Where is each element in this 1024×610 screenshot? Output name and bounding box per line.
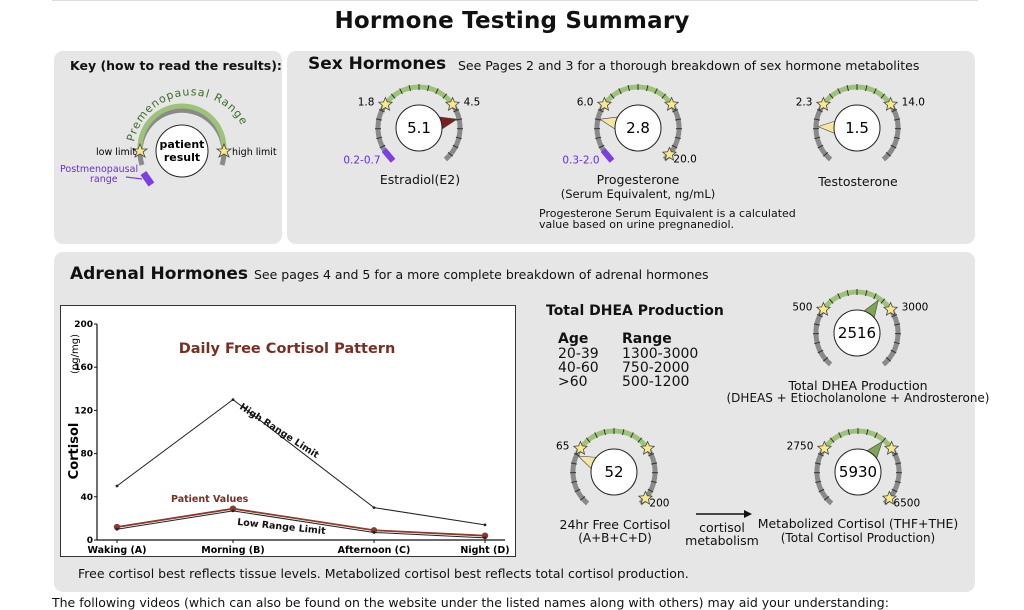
gauge-postmeno-label: 0.3-2.0	[562, 154, 599, 166]
progesterone-note-2: value based on urine pregnanediol.	[539, 219, 734, 230]
sex-hormones-title: Sex Hormones	[308, 54, 446, 74]
chart-series-line	[117, 400, 485, 525]
metabolized-cortisol-label: Metabolized Cortisol (THF+THE)	[748, 516, 968, 531]
gauge-high-label: 4.5	[464, 96, 481, 108]
key-postmeno-line2: range	[90, 174, 118, 185]
gauge-postmeno-bar	[382, 148, 396, 163]
free-cortisol-sub: (A+B+C+D)	[545, 531, 685, 545]
chart-y-tick-label: 80	[80, 450, 93, 460]
gauge-low-label: 1.8	[358, 96, 375, 108]
chart-point	[116, 485, 119, 488]
gauge-low-label: 6.0	[577, 96, 594, 108]
dhea-table-header-range: Range	[622, 331, 672, 347]
gauge-arc-high	[884, 449, 899, 504]
gauge-value: 2516	[838, 324, 876, 342]
gauge-svg: 2516 500 3000	[767, 283, 947, 393]
gauge-postmeno-label: 0.2-0.7	[343, 154, 380, 166]
chart-series-label-low: Low Range Limit	[237, 517, 327, 537]
cortisol-chart: Daily Free Cortisol Pattern Cortisol (ng…	[60, 305, 516, 557]
dhea-row-range: 500-1200	[622, 374, 689, 390]
chart-x-tick-label: Afternoon (C)	[338, 545, 411, 556]
dhea-row-age: >60	[558, 374, 588, 390]
key-high-limit: high limit	[232, 147, 277, 158]
chart-point	[232, 509, 235, 512]
gauge-low-label: 65	[556, 440, 569, 452]
key-low-limit: low limit	[96, 147, 136, 158]
chart-x-tick-label: Waking (A)	[87, 545, 146, 556]
gauge-arc-low	[816, 310, 831, 365]
gauge-value: 1.5	[845, 119, 869, 137]
progesterone-label: Progesterone	[568, 172, 708, 187]
key-postmeno-bar	[141, 171, 155, 186]
total-dhea-sub: (DHEAS + Etiocholanolone + Androsterone)	[700, 391, 1016, 405]
adrenal-footer: Free cortisol best reflects tissue level…	[78, 566, 689, 581]
chart-title: Daily Free Cortisol Pattern	[179, 341, 396, 357]
testosterone-label: Testosterone	[788, 174, 928, 189]
chart-point	[373, 531, 376, 534]
gauge-high-label: 20.0	[673, 153, 696, 165]
gauge-low-label: 2.3	[796, 96, 813, 108]
videos-intro-text: The following videos (which can also be …	[52, 595, 889, 610]
chart-x-tick-label: Night (D)	[460, 545, 509, 556]
page-title: Hormone Testing Summary	[0, 8, 1024, 34]
adrenal-hormones-subtitle: See pages 4 and 5 for a more complete br…	[254, 267, 709, 282]
chart-y-tick-label: 200	[74, 320, 93, 330]
gauge-high-label: 6500	[893, 497, 920, 509]
gauge-svg: 1.5 2.3 14.0	[767, 78, 947, 188]
gauge-value: 52	[604, 463, 623, 481]
chart-y-tick-label: 120	[74, 406, 93, 416]
gauge-arc-high	[445, 105, 460, 160]
gauge-arc-low	[816, 105, 831, 160]
chart-point	[116, 528, 119, 531]
gauge-postmeno-bar	[601, 148, 615, 163]
gauge-high-label: 200	[649, 497, 669, 509]
chart-point	[373, 506, 376, 509]
key-title: Key (how to read the results):	[70, 58, 282, 73]
chart-y-tick-label: 40	[80, 493, 93, 503]
top-rule	[52, 0, 978, 1]
key-patient-line1: patient	[160, 138, 205, 151]
gauge-value: 5.1	[407, 119, 431, 137]
gauge-svg: 52 65 200	[524, 422, 704, 532]
dhea-table-title: Total DHEA Production	[546, 303, 724, 319]
metabolism-line2: metabolism	[682, 533, 762, 548]
gauge-arc-high	[883, 105, 898, 160]
estradiol-label: Estradiol(E2)	[350, 172, 490, 187]
gauge-high-label: 3000	[902, 301, 929, 313]
chart-point	[484, 523, 487, 526]
key-gauge: Premenopausal Range patient result low l…	[54, 80, 282, 200]
gauge-arc-high	[664, 105, 679, 160]
free-cortisol-label: 24hr Free Cortisol	[545, 517, 685, 532]
gauge-arc-high	[883, 310, 898, 365]
chart-x-tick-label: Morning (B)	[201, 545, 264, 556]
chart-point	[232, 398, 235, 401]
metabolism-arrow	[694, 508, 754, 520]
gauge-low-label: 2750	[787, 440, 814, 452]
key-patient-line2: result	[164, 151, 200, 164]
cortisol-chart-svg: Daily Free Cortisol Pattern Cortisol (ng…	[61, 306, 515, 556]
adrenal-hormones-title: Adrenal Hormones	[70, 264, 248, 284]
dhea-table-header-age: Age	[558, 331, 588, 347]
metabolized-cortisol-sub: (Total Cortisol Production)	[748, 531, 968, 545]
gauge-high-label: 14.0	[902, 96, 925, 108]
chart-point	[484, 536, 487, 539]
chart-series-label-high: High Range Limit	[237, 402, 321, 462]
chart-y-tick-label: 160	[74, 363, 93, 373]
sex-hormones-subtitle: See Pages 2 and 3 for a thorough breakdo…	[458, 58, 919, 73]
progesterone-unit: (Serum Equivalent, ng/mL)	[538, 187, 738, 201]
gauge-arc-high	[640, 449, 655, 504]
gauge-low-label: 500	[792, 301, 812, 313]
chart-series-label-patient: Patient Values	[171, 494, 249, 505]
gauge-arc-low	[817, 449, 832, 504]
gauge-value: 5930	[839, 463, 877, 481]
gauge-value: 2.8	[626, 119, 650, 137]
